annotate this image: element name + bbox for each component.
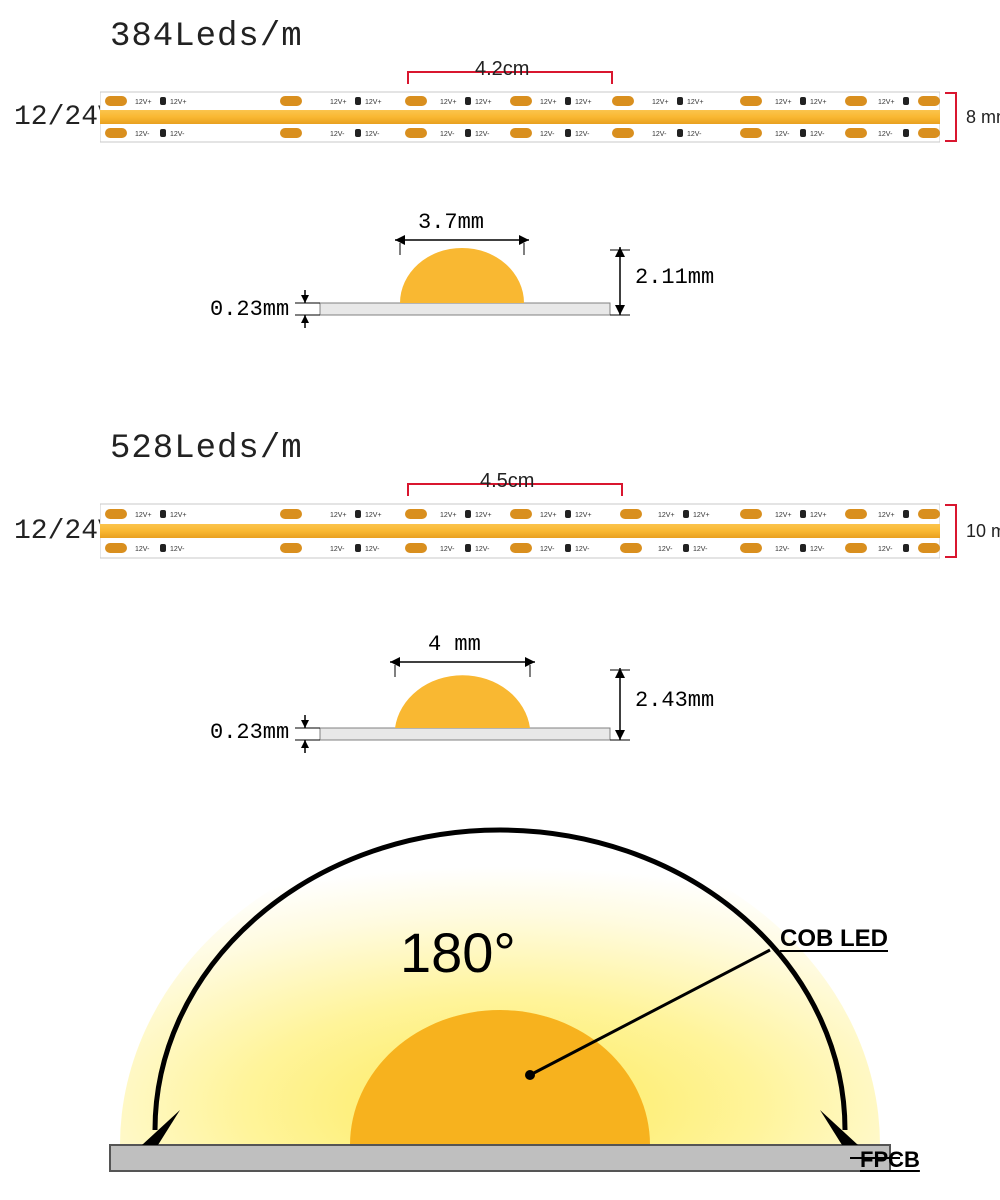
strip2-title: 528Leds/m — [110, 430, 303, 468]
svg-text:12V+: 12V+ — [135, 99, 152, 106]
strip2-height-bracket — [942, 502, 964, 560]
svg-text:12V+: 12V+ — [575, 512, 592, 519]
svg-text:12V-: 12V- — [440, 546, 455, 553]
svg-text:12V-: 12V- — [810, 546, 825, 553]
svg-text:12V+: 12V+ — [878, 99, 895, 106]
cross1-thickness: 0.23mm — [210, 297, 289, 322]
strip1-body: 12V+ 12V+ 12V- 12V- 12V+ 12V+ 12V- 12V- 12V+… — [100, 90, 940, 144]
cross2-height: 2.43mm — [635, 688, 714, 713]
svg-text:12V-: 12V- — [775, 546, 790, 553]
beam-diagram — [50, 810, 950, 1190]
svg-text:12V+: 12V+ — [440, 99, 457, 106]
svg-text:12V+: 12V+ — [693, 512, 710, 519]
strip2-segment-label: 4.5cm — [480, 470, 534, 493]
svg-text:12V-: 12V- — [687, 131, 702, 138]
cross2-thickness: 0.23mm — [210, 720, 289, 745]
svg-text:12V-: 12V- — [878, 131, 893, 138]
beam-cob-label: COB LED — [780, 925, 888, 953]
svg-text:12V+: 12V+ — [365, 512, 382, 519]
svg-text:12V+: 12V+ — [810, 99, 827, 106]
svg-text:12V+: 12V+ — [330, 99, 347, 106]
svg-text:12V+: 12V+ — [540, 99, 557, 106]
svg-text:12V+: 12V+ — [652, 99, 669, 106]
svg-text:12V-: 12V- — [540, 131, 555, 138]
svg-text:12V-: 12V- — [775, 131, 790, 138]
strip2-body: 12V+ 12V+ 12V- 12V- 12V+ 12V+ 12V- 12V- 12V+… — [100, 502, 940, 560]
beam-fpcb-label: FPCB — [860, 1147, 920, 1173]
svg-text:12V-: 12V- — [330, 131, 345, 138]
svg-text:12V-: 12V- — [330, 546, 345, 553]
svg-text:12V+: 12V+ — [365, 99, 382, 106]
cross1-height: 2.11mm — [635, 265, 714, 290]
svg-text:12V-: 12V- — [475, 131, 490, 138]
cross2-dome-width: 4 mm — [428, 632, 481, 657]
svg-text:12V+: 12V+ — [475, 512, 492, 519]
svg-text:12V-: 12V- — [170, 131, 185, 138]
svg-text:12V-: 12V- — [440, 131, 455, 138]
strip1-height-bracket — [942, 90, 964, 144]
svg-text:12V+: 12V+ — [775, 99, 792, 106]
cross1-dome-width: 3.7mm — [418, 210, 484, 235]
svg-text:12V+: 12V+ — [878, 512, 895, 519]
svg-text:12V+: 12V+ — [575, 99, 592, 106]
strip1-segment-label: 4.2cm — [475, 58, 529, 81]
svg-text:12V+: 12V+ — [330, 512, 347, 519]
svg-text:12V-: 12V- — [575, 546, 590, 553]
svg-text:12V+: 12V+ — [475, 99, 492, 106]
svg-text:12V-: 12V- — [652, 131, 667, 138]
beam-angle: 180° — [400, 920, 516, 985]
svg-text:12V-: 12V- — [475, 546, 490, 553]
svg-text:12V-: 12V- — [693, 546, 708, 553]
svg-text:12V-: 12V- — [878, 546, 893, 553]
svg-text:12V-: 12V- — [658, 546, 673, 553]
svg-text:12V+: 12V+ — [440, 512, 457, 519]
svg-text:12V+: 12V+ — [775, 512, 792, 519]
svg-text:12V-: 12V- — [365, 131, 380, 138]
svg-text:12V-: 12V- — [810, 131, 825, 138]
strip1-title: 384Leds/m — [110, 18, 303, 56]
svg-text:12V+: 12V+ — [810, 512, 827, 519]
svg-text:12V-: 12V- — [135, 546, 150, 553]
strip2-height-label: 10 mm — [966, 521, 1000, 542]
svg-text:12V-: 12V- — [170, 546, 185, 553]
strip1-height-label: 8 mm — [966, 107, 1000, 128]
svg-text:12V-: 12V- — [365, 546, 380, 553]
svg-text:12V-: 12V- — [575, 131, 590, 138]
svg-text:12V-: 12V- — [540, 546, 555, 553]
svg-text:12V+: 12V+ — [540, 512, 557, 519]
svg-text:12V+: 12V+ — [170, 512, 187, 519]
svg-text:12V+: 12V+ — [687, 99, 704, 106]
svg-text:12V-: 12V- — [135, 131, 150, 138]
svg-text:12V+: 12V+ — [170, 99, 187, 106]
svg-text:12V+: 12V+ — [658, 512, 675, 519]
svg-text:12V+: 12V+ — [135, 512, 152, 519]
